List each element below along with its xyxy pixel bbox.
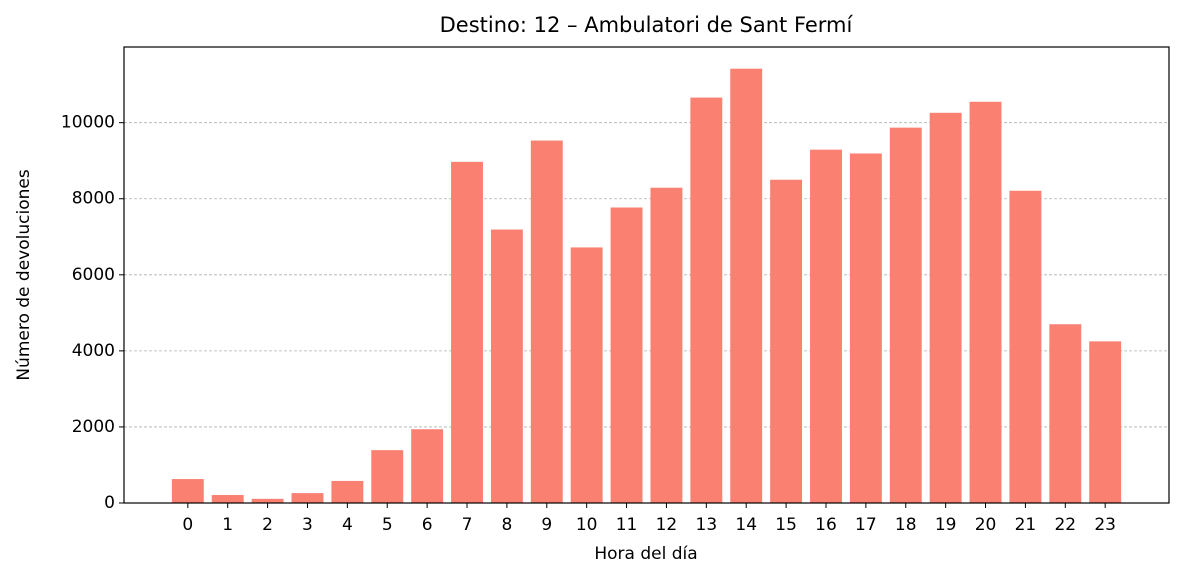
x-tick-label: 0 <box>182 515 193 535</box>
y-axis-label: Número de devoluciones <box>14 169 34 380</box>
bar <box>530 140 563 503</box>
chart-title: Destino: 12 – Ambulatori de Sant Fermí <box>440 13 854 37</box>
bar <box>650 187 683 503</box>
x-tick-label: 14 <box>735 515 757 535</box>
bar <box>730 68 763 503</box>
x-tick-label: 21 <box>1015 515 1037 535</box>
x-tick-label: 6 <box>422 515 433 535</box>
bar <box>610 207 643 503</box>
x-tick-label: 2 <box>262 515 273 535</box>
x-tick-label: 19 <box>935 515 957 535</box>
y-tick-label: 4000 <box>72 341 115 361</box>
bar <box>171 479 204 503</box>
x-tick-label: 15 <box>775 515 797 535</box>
bar <box>690 97 723 503</box>
x-tick-label: 22 <box>1054 515 1076 535</box>
bar <box>570 247 603 503</box>
bar <box>251 498 284 503</box>
bar <box>1009 190 1042 503</box>
x-tick-label: 23 <box>1094 515 1116 535</box>
x-tick-label: 13 <box>696 515 718 535</box>
x-tick-label: 10 <box>576 515 598 535</box>
x-tick-label: 16 <box>815 515 837 535</box>
bar <box>490 229 523 503</box>
x-tick-label: 20 <box>975 515 997 535</box>
x-tick-label: 9 <box>541 515 552 535</box>
bar <box>411 429 444 503</box>
bar <box>810 149 842 503</box>
bar <box>969 101 1002 504</box>
bar <box>770 179 803 504</box>
bar <box>211 495 244 503</box>
x-tick-label: 11 <box>616 515 638 535</box>
bar <box>929 112 962 503</box>
x-axis-label: Hora del día <box>594 544 697 564</box>
x-tick-label: 3 <box>302 515 313 535</box>
x-tick-label: 7 <box>462 515 473 535</box>
x-tick-label: 1 <box>222 515 233 535</box>
x-tick-label: 18 <box>895 515 917 535</box>
bar <box>1089 341 1122 503</box>
x-tick-label: 12 <box>656 515 678 535</box>
x-tick-label: 5 <box>382 515 393 535</box>
bar <box>291 493 324 503</box>
bar <box>371 450 404 503</box>
y-tick-label: 8000 <box>72 189 115 209</box>
x-tick-label: 4 <box>342 515 353 535</box>
plot-frame <box>123 46 1170 504</box>
x-tick-label: 8 <box>501 515 512 535</box>
bar <box>331 480 364 503</box>
bar <box>451 161 483 503</box>
x-tick-label: 17 <box>855 515 877 535</box>
bar <box>849 153 882 503</box>
y-tick-label: 2000 <box>72 417 115 437</box>
y-tick-label: 0 <box>104 493 115 513</box>
y-tick-label: 10000 <box>61 113 115 133</box>
bar <box>889 127 922 503</box>
bar <box>1049 324 1082 503</box>
y-tick-label: 6000 <box>72 265 115 285</box>
